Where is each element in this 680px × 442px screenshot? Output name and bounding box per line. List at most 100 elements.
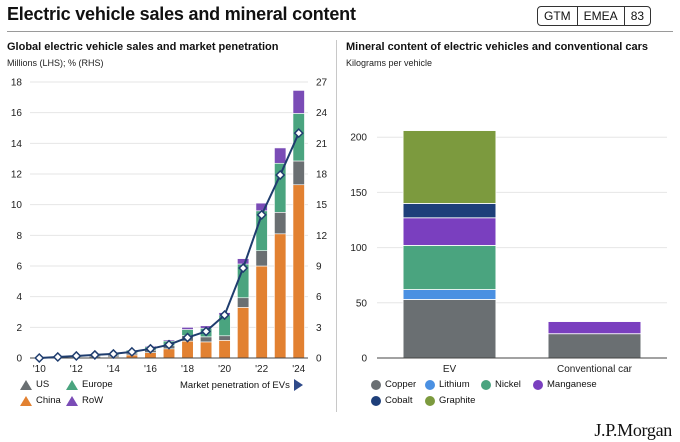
legend-label-nickel: Nickel bbox=[495, 379, 521, 390]
legend-label-copper: Copper bbox=[385, 379, 417, 390]
legend-swatch-manganese bbox=[533, 379, 543, 390]
legend-swatch-cobalt bbox=[371, 395, 381, 406]
header-tag-region-code: GTM bbox=[544, 9, 571, 23]
penetration-point bbox=[275, 169, 286, 181]
header-tag-box: GTM EMEA 83 bbox=[537, 6, 652, 26]
bar-row bbox=[274, 147, 287, 164]
legend-label-cobalt: Cobalt bbox=[385, 395, 413, 406]
y-tick-label: 0 bbox=[361, 354, 367, 365]
x-tick-label: Conventional car bbox=[557, 364, 633, 375]
bar-us bbox=[237, 297, 250, 308]
y2-tick-label: 0 bbox=[316, 354, 322, 365]
y-tick-label: 16 bbox=[11, 108, 23, 119]
legend-label-row: RoW bbox=[82, 395, 104, 406]
x-tick-label: '10 bbox=[33, 364, 46, 375]
y2-tick-label: 12 bbox=[316, 231, 328, 242]
y2-tick-label: 21 bbox=[316, 139, 328, 150]
penetration-point bbox=[52, 351, 63, 363]
penetration-point bbox=[182, 332, 193, 343]
legend-item-row: RoW bbox=[66, 395, 103, 406]
legend-swatch-china bbox=[20, 395, 32, 406]
penetration-point bbox=[293, 128, 304, 139]
x-tick-label: '20 bbox=[218, 364, 231, 375]
y-tick-label: 2 bbox=[16, 323, 22, 334]
bar-china bbox=[200, 341, 213, 359]
jpmorgan-logo: J.P.Morgan bbox=[594, 420, 672, 440]
bar-nickel bbox=[402, 244, 497, 290]
legend-item-us: US bbox=[20, 379, 49, 390]
legend-label-lithium: Lithium bbox=[439, 379, 470, 390]
penetration-point bbox=[163, 339, 175, 350]
y-tick-label: 50 bbox=[356, 298, 368, 309]
y2-tick-label: 6 bbox=[316, 292, 322, 303]
penetration-point bbox=[219, 310, 230, 321]
y-tick-label: 200 bbox=[350, 133, 367, 144]
legend-label-china: China bbox=[36, 395, 61, 406]
bar-row bbox=[292, 90, 305, 114]
mineral-legend: Copper Lithium Nickel Manganese Cobalt G… bbox=[337, 376, 680, 410]
legend-swatch-lithium bbox=[425, 379, 435, 390]
bar-china bbox=[274, 233, 287, 359]
y-tick-label: 18 bbox=[11, 78, 23, 89]
ev-sales-chart: 0246810121416180369121518212427'10'12'14… bbox=[11, 78, 328, 376]
legend-label-us: US bbox=[36, 379, 50, 390]
y2-tick-label: 15 bbox=[316, 200, 328, 211]
x-tick-label: '14 bbox=[107, 364, 120, 375]
bar-cobalt bbox=[402, 203, 497, 219]
penetration-point bbox=[256, 209, 267, 220]
y-tick-label: 14 bbox=[11, 139, 23, 150]
y-tick-label: 150 bbox=[350, 188, 367, 199]
x-tick-label: EV bbox=[443, 364, 457, 375]
y-tick-label: 4 bbox=[16, 292, 22, 303]
bar-manganese bbox=[547, 321, 642, 335]
legend-item-manganese: Manganese bbox=[533, 379, 597, 390]
right-panel-title: Mineral content of electric vehicles and… bbox=[346, 41, 648, 53]
penetration-point bbox=[145, 343, 156, 354]
y2-tick-label: 18 bbox=[316, 170, 328, 181]
legend-item-graphite: Graphite bbox=[425, 395, 475, 406]
x-tick-label: '12 bbox=[70, 364, 83, 375]
y-tick-label: 6 bbox=[16, 262, 22, 273]
bar-manganese bbox=[402, 217, 497, 246]
panel-divider bbox=[336, 40, 337, 412]
legend-swatch-market-penetration bbox=[293, 379, 303, 391]
mineral-content-chart: 0 50 100 150 200 EV Conventional car bbox=[350, 130, 667, 375]
legend-item-china: China bbox=[20, 395, 61, 406]
bar-copper bbox=[402, 299, 497, 359]
bar-china bbox=[181, 340, 194, 359]
bar-row bbox=[181, 327, 194, 330]
bar-china bbox=[237, 307, 250, 359]
x-tick-label: '24 bbox=[292, 364, 305, 375]
penetration-point bbox=[34, 352, 45, 364]
legend-item-market-penetration: Market penetration of EVs bbox=[180, 379, 303, 391]
x-tick-label: '22 bbox=[255, 364, 268, 375]
penetration-point bbox=[89, 349, 100, 360]
legend-label-graphite: Graphite bbox=[439, 395, 476, 406]
legend-item-europe: Europe bbox=[66, 379, 113, 390]
bar-us bbox=[274, 212, 287, 235]
bar-us bbox=[255, 250, 268, 267]
y-tick-label: 10 bbox=[11, 200, 23, 211]
bar-us bbox=[292, 160, 305, 186]
legend-item-nickel: Nickel bbox=[481, 379, 521, 390]
bar-china bbox=[162, 348, 176, 359]
y-tick-label: 12 bbox=[11, 170, 23, 181]
legend-item-cobalt: Cobalt bbox=[371, 395, 412, 406]
bar-china bbox=[218, 340, 231, 359]
left-panel-title: Global electric vehicle sales and market… bbox=[7, 41, 279, 53]
y-tick-label: 100 bbox=[350, 243, 367, 254]
bar-lithium bbox=[402, 289, 497, 300]
y2-tick-label: 24 bbox=[316, 108, 328, 119]
y-tick-label: 0 bbox=[16, 354, 22, 365]
bar-us bbox=[200, 336, 213, 343]
bar-china bbox=[292, 184, 305, 359]
y2-tick-label: 9 bbox=[316, 262, 322, 273]
y2-tick-label: 27 bbox=[316, 78, 328, 89]
page-title: Electric vehicle sales and mineral conte… bbox=[7, 4, 356, 24]
legend-item-copper: Copper bbox=[371, 379, 416, 390]
legend-label-europe: Europe bbox=[82, 379, 113, 390]
y2-tick-label: 3 bbox=[316, 323, 322, 334]
ev-sales-legend: US Europe China RoW Market penetration o… bbox=[0, 376, 336, 410]
x-tick-label: '18 bbox=[181, 364, 194, 375]
penetration-point bbox=[126, 346, 137, 357]
